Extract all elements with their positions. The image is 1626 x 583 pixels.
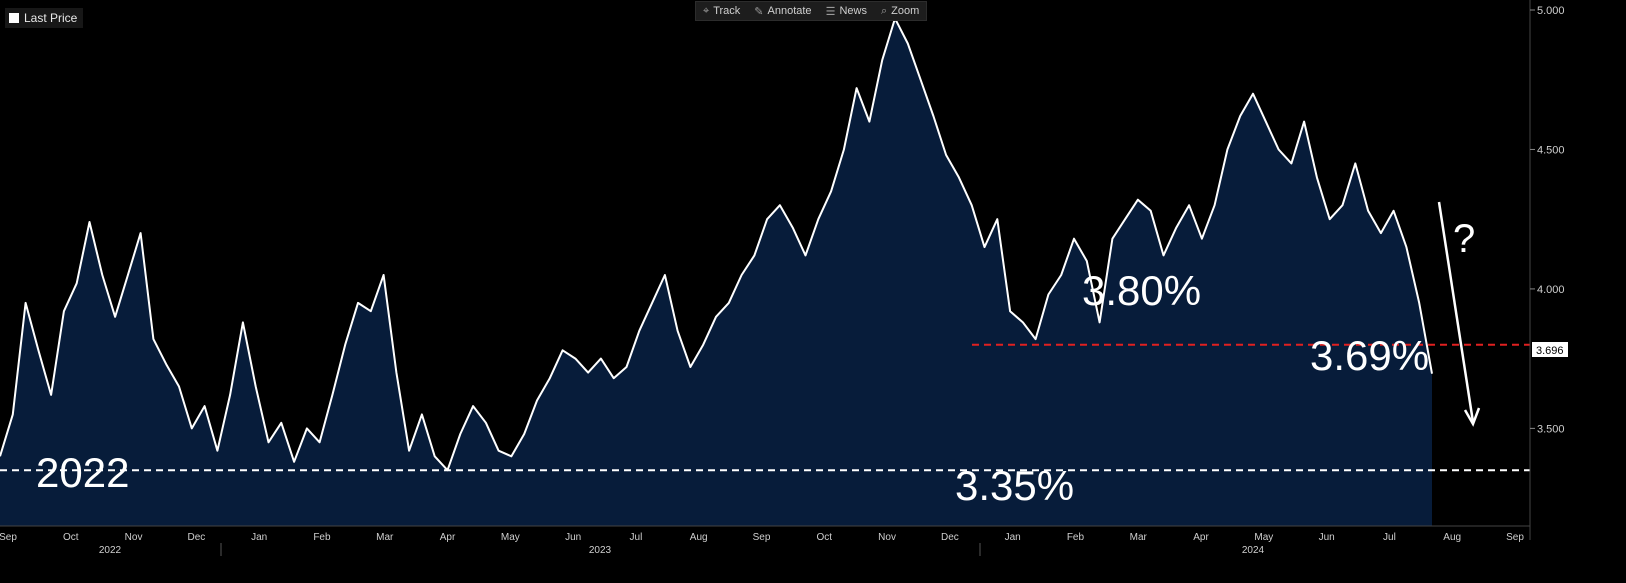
- year-label: 2022: [99, 545, 122, 556]
- annotate-button[interactable]: ✎ Annotate: [747, 2, 818, 20]
- price-area: [0, 18, 1432, 527]
- year-label: 2023: [589, 545, 612, 556]
- x-tick-label: Jun: [565, 532, 581, 543]
- price-line: [0, 17, 1433, 472]
- zoom-icon: ⌕: [880, 4, 888, 17]
- crosshair-icon: ⌖: [703, 4, 710, 17]
- zoom-button[interactable]: ⌕ Zoom: [874, 2, 926, 20]
- y-tick-label: 5.000: [1537, 5, 1565, 17]
- x-tick-label: Jun: [1319, 532, 1335, 543]
- x-tick-label: Feb: [313, 532, 331, 543]
- x-tick-label: Mar: [1130, 532, 1148, 543]
- y-tick-label: 4.500: [1537, 144, 1565, 156]
- x-tick-label: Jan: [251, 532, 267, 543]
- x-tick-label: Feb: [1067, 532, 1085, 543]
- x-axis-years: 2022 2023 2024: [99, 543, 1265, 556]
- x-tick-label: Jan: [1005, 532, 1021, 543]
- x-tick-label: Jul: [1383, 532, 1396, 543]
- news-icon: ☰: [825, 5, 836, 18]
- x-tick-label: Dec: [941, 532, 959, 543]
- x-tick-label: Aug: [690, 532, 708, 543]
- x-tick-label: Nov: [878, 532, 896, 543]
- last-value-text: 3.696: [1536, 345, 1564, 357]
- forecast-arrow-head: [1463, 407, 1481, 427]
- pencil-icon: ✎: [754, 5, 764, 18]
- y-tick-label: 4.000: [1537, 284, 1565, 296]
- x-tick-label: Oct: [817, 532, 833, 543]
- x-tick-label: Nov: [125, 532, 143, 543]
- legend-label: Last Price: [24, 11, 78, 25]
- annotation-380: 3.80%: [1082, 267, 1201, 314]
- last-value-tag: [1532, 342, 1568, 357]
- x-tick-label: Aug: [1443, 532, 1461, 543]
- legend[interactable]: Last Price: [5, 8, 84, 28]
- news-button[interactable]: ☰ News: [819, 2, 874, 20]
- x-tick-label: Sep: [753, 532, 771, 543]
- annotate-label: Annotate: [767, 5, 812, 17]
- forecast-arrow-shaft: [1437, 201, 1475, 423]
- x-tick-label: Oct: [63, 532, 79, 543]
- chart-toolbar: ⌖ Track ✎ Annotate ☰ News ⌕ Zoom: [695, 1, 928, 21]
- annotation-335: 3.35%: [955, 462, 1074, 509]
- year-label: 2024: [1242, 545, 1265, 556]
- x-tick-label: Jul: [630, 532, 643, 543]
- news-label: News: [839, 5, 867, 17]
- x-tick-label: Mar: [376, 532, 394, 543]
- zoom-label: Zoom: [891, 5, 920, 17]
- y-tick-label: 3.500: [1537, 423, 1565, 435]
- x-tick-label: May: [1254, 532, 1273, 543]
- annotation-2022: 2022: [36, 449, 129, 496]
- y-axis: 5.000 4.500 4.000 3.500: [1530, 5, 1565, 435]
- annotation-question: ?: [1453, 217, 1475, 261]
- x-tick-label: May: [501, 532, 520, 543]
- x-tick-label: Dec: [187, 532, 205, 543]
- legend-swatch: [9, 13, 19, 23]
- x-axis: Sep Oct Nov Dec Jan Feb Mar Apr May Jun Jul Aug Sep O…: [0, 532, 1524, 543]
- track-label: Track: [713, 5, 741, 17]
- x-tick-label: Sep: [0, 532, 17, 543]
- x-tick-label: Apr: [1193, 532, 1209, 543]
- track-button[interactable]: ⌖ Track: [696, 2, 747, 20]
- annotation-369: 3.69%: [1310, 332, 1429, 379]
- x-tick-label: Apr: [440, 532, 456, 543]
- x-tick-label: Sep: [1506, 532, 1524, 543]
